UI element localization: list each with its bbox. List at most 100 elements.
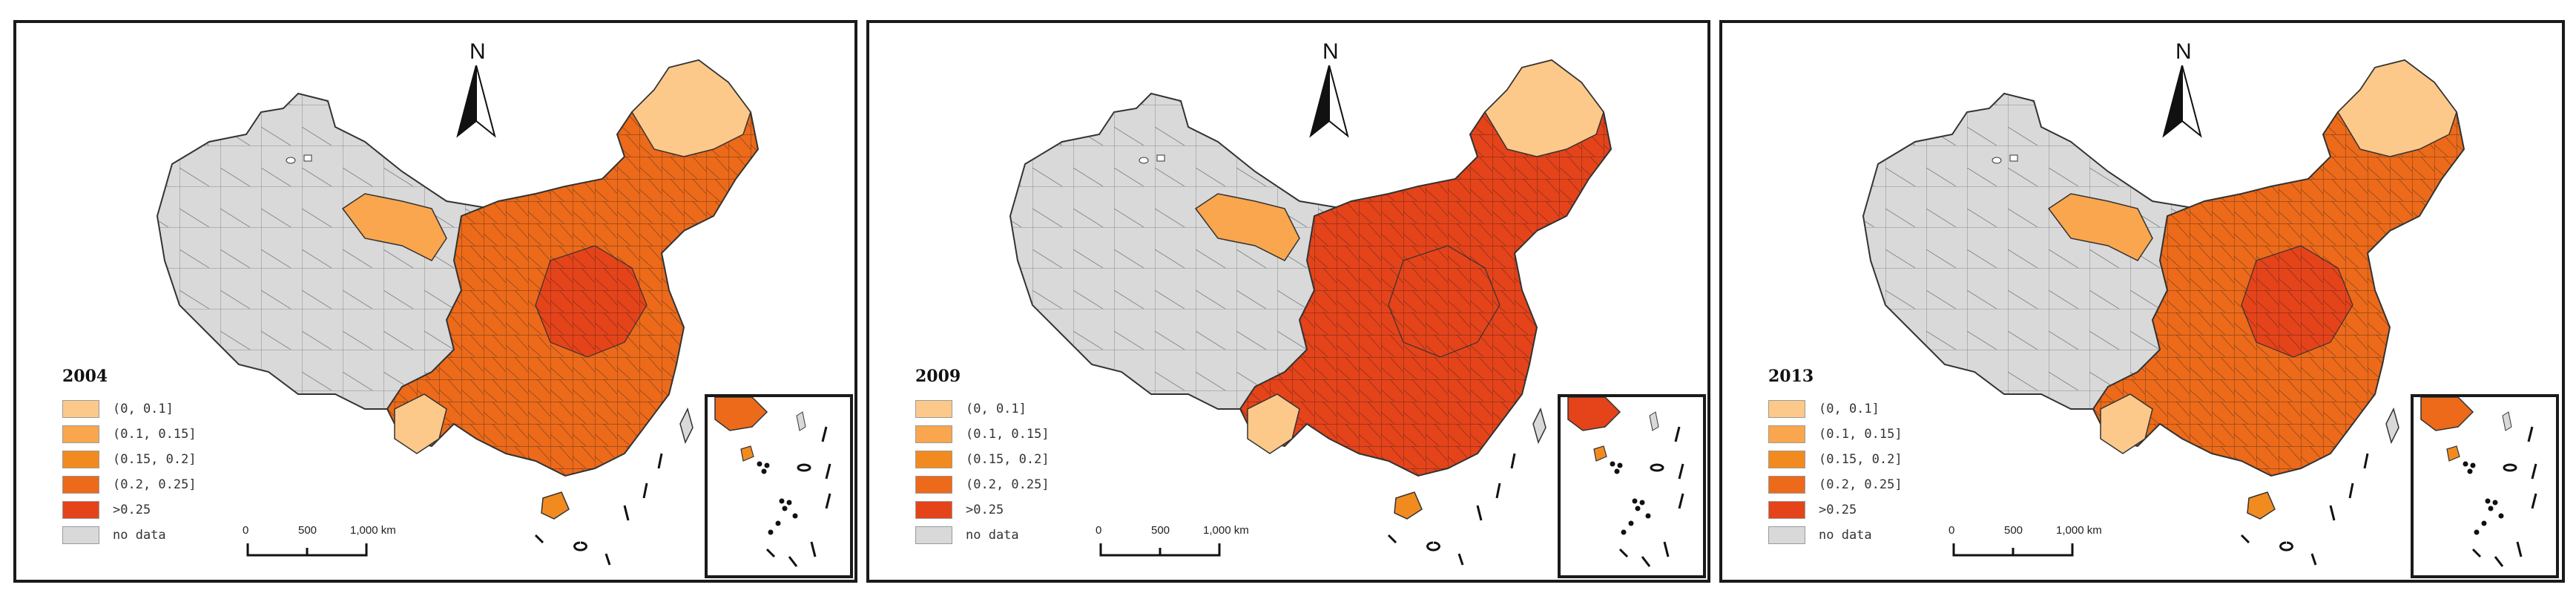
- scale-tick-500: 500: [1151, 524, 1170, 537]
- legend-swatch: [1768, 526, 1805, 544]
- legend-row: (0.1, 0.15]: [62, 422, 197, 447]
- legend-label: (0.15, 0.2]: [1819, 452, 1903, 467]
- legend-label: (0.15, 0.2]: [113, 452, 197, 467]
- legend: 2004 (0, 0.1] (0.1, 0.15] (0.15, 0.2] (0.2,…: [62, 367, 197, 548]
- scale-tick-1000: 1,000 km: [350, 524, 396, 537]
- legend-row: (0.1, 0.15]: [1768, 422, 1903, 447]
- south-china-sea-inset: [1558, 394, 1706, 578]
- north-label: N: [1322, 39, 1339, 64]
- panel-year: 2009: [915, 367, 961, 386]
- legend-swatch: [915, 501, 952, 519]
- legend-row: (0.2, 0.25]: [62, 472, 197, 497]
- scale-tick-0: 0: [243, 524, 249, 537]
- legend-label: no data: [966, 528, 1019, 543]
- legend-label: (0, 0.1]: [966, 402, 1027, 416]
- region-hainan: [541, 491, 570, 520]
- scale-tick-500: 500: [298, 524, 317, 537]
- region-gansu: [341, 193, 447, 261]
- north-arrow-icon: [2162, 65, 2202, 138]
- legend-label: (0.2, 0.25]: [966, 477, 1050, 492]
- legend-swatch: [915, 425, 952, 443]
- region-taiwan: [679, 407, 694, 445]
- panel-year: 2004: [62, 367, 108, 386]
- legend-swatch: [1768, 425, 1805, 443]
- legend-swatch: [62, 451, 99, 468]
- scale-tick-0: 0: [1096, 524, 1102, 537]
- legend-row: (0.2, 0.25]: [1768, 472, 1903, 497]
- lakes: [1139, 154, 1165, 164]
- scale-tick-1000: 1,000 km: [1203, 524, 1249, 537]
- legend-label: >0.25: [1819, 503, 1857, 517]
- legend-row: >0.25: [62, 497, 197, 523]
- china-choropleth-map: [1009, 59, 1613, 566]
- legend-swatch: [915, 400, 952, 418]
- legend-label: (0.1, 0.15]: [113, 427, 197, 442]
- legend-swatch: [1768, 476, 1805, 494]
- lakes: [286, 154, 312, 164]
- legend-row: (0.1, 0.15]: [915, 422, 1050, 447]
- legend-row: (0.15, 0.2]: [62, 447, 197, 472]
- lakes: [1992, 154, 2018, 164]
- south-china-sea-inset: [705, 394, 853, 578]
- china-choropleth-map: [156, 59, 760, 566]
- south-china-sea-inset: [2411, 394, 2559, 578]
- legend-row: no data: [62, 523, 197, 548]
- legend-row: (0.15, 0.2]: [1768, 447, 1903, 472]
- legend-row: >0.25: [915, 497, 1050, 523]
- region-gansu: [1194, 193, 1300, 261]
- inset-map: [714, 396, 831, 567]
- region-gansu: [2047, 193, 2153, 261]
- north-label: N: [470, 39, 486, 64]
- legend-row: >0.25: [1768, 497, 1903, 523]
- legend-swatch: [1768, 501, 1805, 519]
- legend-swatch: [62, 400, 99, 418]
- legend-label: (0, 0.1]: [113, 402, 174, 416]
- legend-label: (0.15, 0.2]: [966, 452, 1050, 467]
- scale-bar: 0 500 1,000 km: [243, 524, 396, 569]
- scale-bar: 0 500 1,000 km: [1949, 524, 2102, 569]
- inset-map: [2420, 396, 2537, 567]
- map-panel-2013: N 2013 (0, 0.1] (0.1, 0.15] (0.15, 0.2] (0.…: [1719, 20, 2565, 583]
- legend-label: no data: [113, 528, 166, 543]
- south-sea-islands: [1387, 453, 1516, 566]
- legend-row: no data: [915, 523, 1050, 548]
- south-sea-islands: [534, 453, 663, 566]
- north-arrow-icon: [1309, 65, 1349, 138]
- map-panel-2009: N 2009 (0, 0.1] (0.1, 0.15] (0.15, 0.2] (0.…: [866, 20, 1710, 583]
- region-hainan: [2247, 491, 2276, 520]
- legend: 2009 (0, 0.1] (0.1, 0.15] (0.15, 0.2] (0.2,…: [915, 367, 1050, 548]
- legend-row: (0.15, 0.2]: [915, 447, 1050, 472]
- scale-tick-500: 500: [2004, 524, 2023, 537]
- region-southwest: [1247, 393, 1300, 454]
- north-arrow: N: [450, 39, 502, 143]
- inset-map: [1567, 396, 1684, 567]
- legend-swatch: [915, 526, 952, 544]
- north-label: N: [2175, 39, 2192, 64]
- legend-label: >0.25: [113, 503, 151, 517]
- scale-tick-1000: 1,000 km: [2056, 524, 2102, 537]
- legend-swatch: [62, 425, 99, 443]
- legend-swatch: [915, 476, 952, 494]
- map-panel-2004: N 2004 (0, 0.1] (0.1, 0.15] (0.15, 0.2] (0.…: [13, 20, 857, 583]
- legend-row: (0, 0.1]: [915, 396, 1050, 422]
- region-northeast: [2337, 59, 2457, 157]
- legend-swatch: [1768, 451, 1805, 468]
- china-choropleth-map: [1862, 59, 2465, 566]
- north-arrow: N: [2156, 39, 2208, 143]
- legend-label: (0, 0.1]: [1819, 402, 1880, 416]
- legend-row: (0.2, 0.25]: [915, 472, 1050, 497]
- legend-label: >0.25: [966, 503, 1004, 517]
- north-arrow: N: [1303, 39, 1355, 143]
- legend-label: (0.1, 0.15]: [966, 427, 1050, 442]
- north-arrow-icon: [456, 65, 496, 138]
- legend-row: (0, 0.1]: [62, 396, 197, 422]
- legend-label: (0.2, 0.25]: [113, 477, 197, 492]
- legend-row: no data: [1768, 523, 1903, 548]
- legend-swatch: [1768, 400, 1805, 418]
- legend: 2013 (0, 0.1] (0.1, 0.15] (0.15, 0.2] (0.2,…: [1768, 367, 1903, 548]
- legend-swatch: [915, 451, 952, 468]
- legend-label: (0.1, 0.15]: [1819, 427, 1903, 442]
- south-sea-islands: [2240, 453, 2369, 566]
- panel-year: 2013: [1768, 367, 1814, 386]
- legend-swatch: [62, 501, 99, 519]
